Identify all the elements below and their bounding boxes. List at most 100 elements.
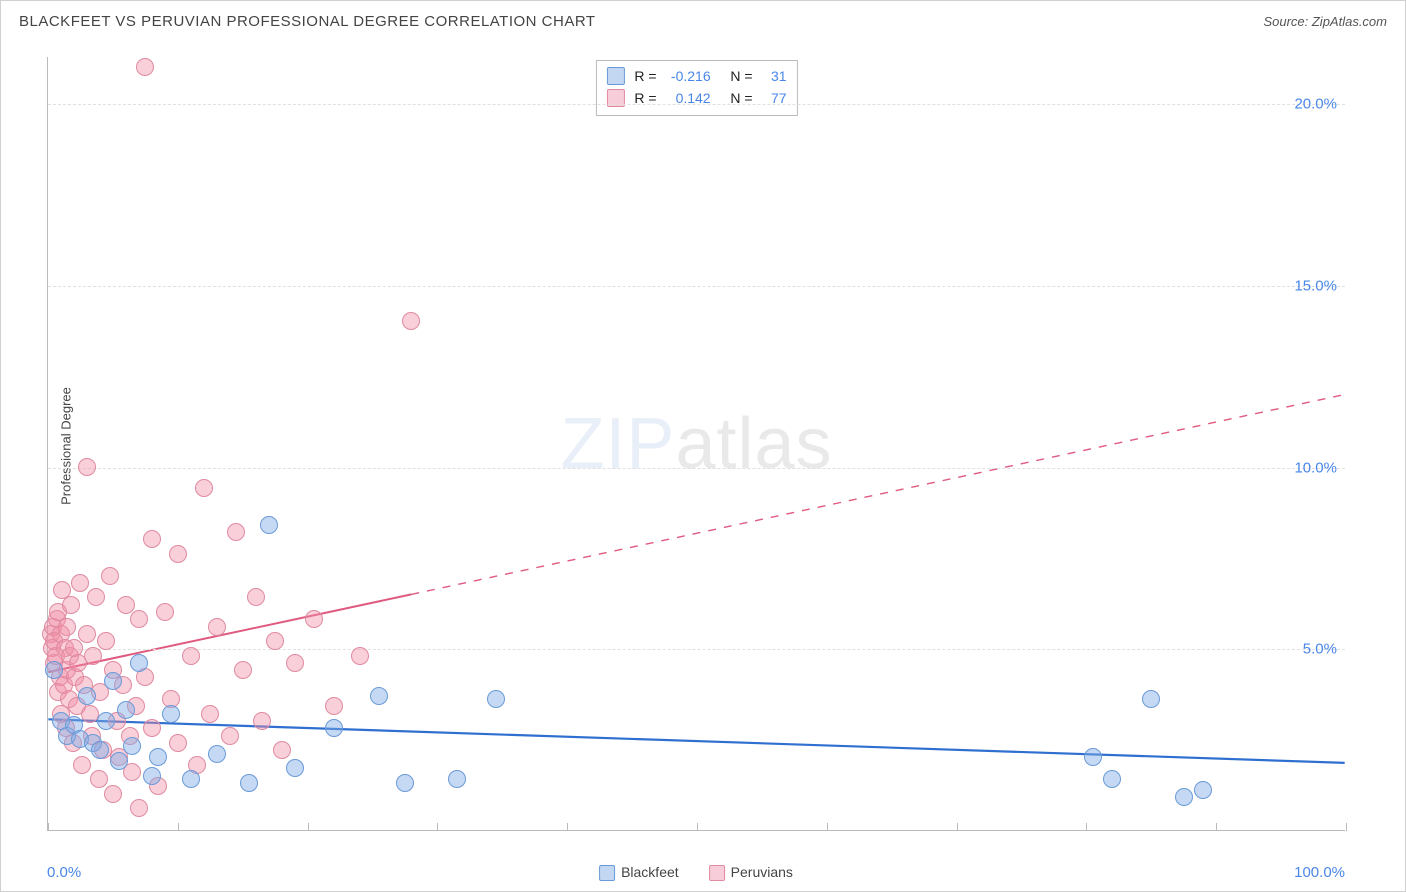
x-tick-mark [827,823,828,831]
y-tick-label: 5.0% [1303,641,1337,658]
source-link[interactable]: ZipAtlas.com [1312,14,1387,29]
point-peruvians [253,712,271,730]
point-blackfeet [45,661,63,679]
x-tick-mark [308,823,309,831]
point-blackfeet [260,516,278,534]
point-blackfeet [162,705,180,723]
point-peruvians [273,741,291,759]
point-peruvians [169,545,187,563]
stats-legend: R =-0.216 N =31R =0.142 N =77 [595,60,797,116]
n-value: 77 [759,87,787,109]
x-axis-max-label: 100.0% [1294,864,1345,881]
point-peruvians [227,523,245,541]
x-tick-mark [1086,823,1087,831]
gridline [48,104,1345,105]
point-peruvians [221,727,239,745]
r-value: -0.216 [663,65,711,87]
point-peruvians [266,632,284,650]
gridline [48,468,1345,469]
point-peruvians [90,770,108,788]
legend-swatch-peruvians [709,865,725,881]
point-peruvians [104,785,122,803]
point-peruvians [97,632,115,650]
point-blackfeet [1175,788,1193,806]
point-peruvians [201,705,219,723]
source-prefix: Source: [1263,14,1311,29]
x-tick-mark [48,823,49,831]
point-blackfeet [325,719,343,737]
title-bar: BLACKFEET VS PERUVIAN PROFESSIONAL DEGRE… [19,13,1387,30]
point-peruvians [136,58,154,76]
regression-dashed-peruvians [411,395,1344,595]
point-blackfeet [1103,770,1121,788]
point-peruvians [156,603,174,621]
point-peruvians [73,756,91,774]
point-blackfeet [1142,690,1160,708]
y-tick-label: 15.0% [1294,277,1337,294]
point-blackfeet [487,690,505,708]
point-peruvians [286,654,304,672]
point-blackfeet [104,672,122,690]
point-peruvians [169,734,187,752]
point-blackfeet [123,737,141,755]
point-blackfeet [182,770,200,788]
source-credit: Source: ZipAtlas.com [1263,14,1387,29]
gridline [48,286,1345,287]
point-peruvians [247,588,265,606]
point-blackfeet [1084,748,1102,766]
regression-solid-blackfeet [48,719,1344,763]
legend-item-blackfeet: Blackfeet [599,864,679,881]
swatch-blackfeet [606,67,624,85]
point-peruvians [351,647,369,665]
point-blackfeet [91,741,109,759]
r-value: 0.142 [663,87,711,109]
x-axis-bar: 0.0% BlackfeetPeruvians 100.0% [47,864,1345,881]
plot-area: ZIPatlas R =-0.216 N =31R =0.142 N =77 5… [47,57,1345,831]
legend-item-peruvians: Peruvians [709,864,793,881]
point-blackfeet [1194,781,1212,799]
legend-swatch-blackfeet [599,865,615,881]
point-peruvians [234,661,252,679]
point-peruvians [58,618,76,636]
watermark-atlas: atlas [675,404,832,484]
y-tick-label: 10.0% [1294,459,1337,476]
x-tick-mark [1346,823,1347,831]
point-peruvians [305,610,323,628]
point-peruvians [87,588,105,606]
point-peruvians [195,479,213,497]
point-peruvians [117,596,135,614]
point-blackfeet [208,745,226,763]
point-blackfeet [97,712,115,730]
stats-row-peruvians: R =0.142 N =77 [606,87,786,109]
n-value: 31 [759,65,787,87]
point-peruvians [130,610,148,628]
point-peruvians [78,458,96,476]
n-label: N = [730,87,752,109]
x-tick-mark [697,823,698,831]
point-peruvians [143,719,161,737]
gridline [48,649,1345,650]
point-peruvians [208,618,226,636]
point-peruvians [182,647,200,665]
point-peruvians [71,574,89,592]
point-blackfeet [130,654,148,672]
watermark-zip: ZIP [560,404,675,484]
y-tick-label: 20.0% [1294,96,1337,113]
legend-label-blackfeet: Blackfeet [621,864,679,880]
point-blackfeet [143,767,161,785]
point-blackfeet [396,774,414,792]
legend-label-peruvians: Peruvians [731,864,793,880]
x-tick-mark [1216,823,1217,831]
point-blackfeet [149,748,167,766]
x-tick-mark [957,823,958,831]
point-peruvians [62,596,80,614]
x-tick-mark [567,823,568,831]
point-peruvians [402,312,420,330]
chart-title: BLACKFEET VS PERUVIAN PROFESSIONAL DEGRE… [19,13,596,30]
point-peruvians [325,697,343,715]
point-blackfeet [240,774,258,792]
point-peruvians [84,647,102,665]
point-blackfeet [110,752,128,770]
legend-footer: Blackfeet Peruvians [599,864,793,881]
watermark: ZIPatlas [560,403,832,485]
